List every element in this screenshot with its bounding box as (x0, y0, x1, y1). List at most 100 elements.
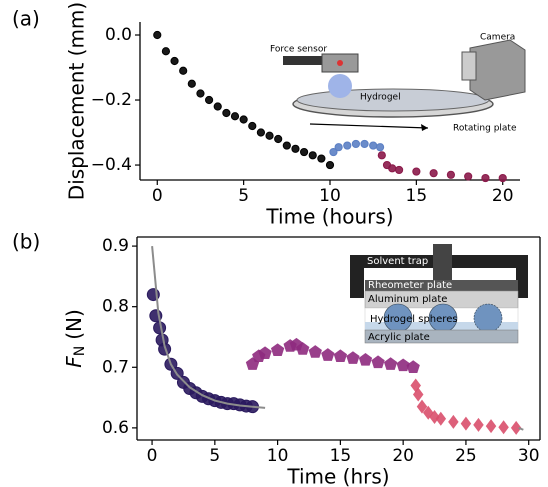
data-point (325, 160, 335, 170)
inset-label: Solvent trap (367, 256, 428, 267)
data-point (222, 108, 231, 118)
x-tick-label: 15 (330, 446, 352, 466)
fit-line (518, 426, 527, 432)
y-tick-label: 0.8 (102, 297, 129, 317)
x-axis-label: Time (hours) (265, 205, 393, 229)
data-point (396, 358, 410, 372)
data-point (485, 419, 497, 434)
inset-label: Rheometer plate (368, 280, 452, 291)
data-point (308, 151, 317, 160)
data-point (371, 355, 385, 369)
data-point (270, 343, 285, 356)
data-point (329, 147, 338, 157)
data-point (481, 173, 490, 183)
y-label-symbol: F (62, 356, 86, 368)
data-point (196, 89, 205, 98)
fit-line (151, 246, 266, 409)
data-point (510, 420, 522, 435)
data-point (406, 360, 420, 373)
data-point (213, 102, 222, 111)
data-point (274, 134, 283, 144)
y-tick-label: 0.6 (102, 418, 129, 438)
data-point (412, 387, 424, 402)
x-axis-label: Time (hrs) (286, 465, 389, 487)
x-tick-label: 10 (319, 186, 341, 206)
data-point (360, 139, 369, 149)
y-label-unit: (N) (62, 309, 86, 340)
data-point (375, 143, 385, 152)
data-point (416, 399, 428, 414)
y-tick-label: 0.7 (102, 357, 129, 377)
data-point (153, 30, 162, 40)
y-tick-label: −0.4 (91, 155, 132, 175)
data-point (346, 351, 360, 364)
y-axis-label: FN (N) (62, 309, 89, 368)
data-point (429, 169, 438, 178)
inset-label: Aluminum plate (368, 294, 447, 305)
inset-label: Camera (480, 33, 515, 43)
data-point (230, 112, 240, 121)
data-point (498, 420, 509, 435)
data-point (383, 357, 398, 370)
data-point (369, 141, 378, 150)
data-point (333, 349, 348, 363)
x-tick-label: 20 (492, 186, 514, 206)
data-point (460, 416, 472, 431)
y-axis-label: Displacement (mm) (65, 2, 89, 200)
data-point (498, 173, 507, 183)
x-tick-label: 5 (238, 186, 249, 206)
data-point (308, 345, 322, 358)
data-point (448, 414, 459, 429)
x-tick-label: 20 (392, 446, 414, 466)
data-point (265, 131, 274, 140)
inset-label: Force sensor (270, 45, 327, 55)
inset-label: Hydrogel (360, 93, 401, 103)
data-point (256, 128, 266, 137)
data-point (299, 147, 309, 157)
x-tick-label: 0 (152, 186, 163, 206)
y-tick-label: −0.2 (91, 90, 132, 110)
data-point (187, 79, 196, 88)
inset-label: Rotating plate (453, 124, 517, 134)
data-point (412, 167, 421, 176)
data-point (351, 139, 361, 149)
y-tick-label: 0.0 (105, 25, 132, 45)
y-label-subscript: N (72, 346, 88, 356)
x-tick-label: 30 (518, 446, 540, 466)
data-point (239, 115, 248, 124)
x-tick-label: 25 (455, 446, 477, 466)
data-point (248, 121, 257, 131)
data-point (394, 165, 404, 175)
chart: 0 5 10 15 20 25 30 0.6 0.7 0.8 0.9 Time (hrs) FN (N) (… (12, 230, 541, 487)
data-point (282, 141, 291, 150)
chart: 0 5 10 15 20 0.0 −0.2 −0.4 Time (hours) Displacem… (12, 2, 520, 229)
x-tick-label: 5 (209, 446, 220, 466)
setup-inset: Force sensor Camera Hydrogel Rotating pl… (270, 33, 526, 134)
data-point (179, 66, 188, 75)
inset-label: Acrylic plate (368, 332, 430, 343)
panel-label: (b) (12, 230, 40, 254)
data-point (377, 151, 386, 160)
x-tick-label: 15 (406, 186, 428, 206)
x-tick-label: 10 (267, 446, 289, 466)
x-tick-label: 0 (147, 446, 158, 466)
data-point (435, 411, 447, 426)
panel-label: (a) (12, 7, 40, 31)
data-point (170, 56, 179, 66)
data-point (334, 143, 343, 152)
inset-label: Hydrogel spheres (370, 314, 458, 325)
data-point (464, 172, 473, 181)
data-point (317, 154, 326, 163)
rheometer-inset: Solvent trap Rheometer plate Aluminum pl… (350, 244, 528, 344)
data-point (388, 164, 397, 173)
data-point (446, 170, 456, 179)
data-point (321, 348, 335, 361)
data-point (161, 47, 171, 56)
data-point (358, 353, 373, 366)
data-point (291, 144, 300, 153)
data-point (204, 95, 214, 105)
data-point (343, 141, 352, 150)
data-point (258, 346, 272, 360)
data-point (296, 342, 310, 355)
